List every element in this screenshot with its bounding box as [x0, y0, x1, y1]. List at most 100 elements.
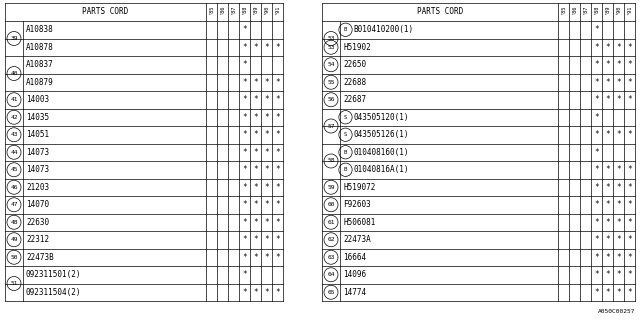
Text: A10878: A10878	[26, 43, 54, 52]
Text: *: *	[253, 235, 258, 244]
Text: *: *	[616, 43, 621, 52]
Text: *: *	[594, 288, 599, 297]
Text: *: *	[627, 95, 632, 104]
Text: *: *	[264, 218, 269, 227]
Text: *: *	[616, 130, 621, 139]
Text: 043505126(1): 043505126(1)	[354, 130, 409, 139]
Text: *: *	[627, 43, 632, 52]
Text: 65: 65	[327, 290, 335, 295]
Text: *: *	[253, 183, 258, 192]
Text: *: *	[275, 183, 280, 192]
Text: 14003: 14003	[26, 95, 49, 104]
Text: 22650: 22650	[343, 60, 366, 69]
Text: 22312: 22312	[26, 235, 49, 244]
Text: *: *	[253, 148, 258, 157]
Text: *: *	[605, 78, 610, 87]
Text: 58: 58	[327, 158, 335, 164]
Text: 010408160(1): 010408160(1)	[354, 148, 409, 157]
Text: *: *	[242, 253, 247, 262]
Text: 55: 55	[327, 80, 335, 85]
Text: 14096: 14096	[343, 270, 366, 279]
Text: *: *	[594, 43, 599, 52]
Text: *: *	[275, 95, 280, 104]
Text: *: *	[605, 60, 610, 69]
Text: 53: 53	[327, 45, 335, 50]
Text: *: *	[253, 218, 258, 227]
Text: *: *	[594, 130, 599, 139]
Text: *: *	[275, 288, 280, 297]
Text: 51: 51	[10, 281, 18, 286]
Text: '88: '88	[242, 4, 247, 14]
Text: *: *	[253, 95, 258, 104]
Text: *: *	[594, 183, 599, 192]
Text: *: *	[605, 183, 610, 192]
Text: B: B	[344, 150, 347, 155]
Text: *: *	[605, 165, 610, 174]
Text: *: *	[594, 25, 599, 34]
Text: *: *	[627, 288, 632, 297]
Text: B: B	[344, 167, 347, 172]
Text: 043505120(1): 043505120(1)	[354, 113, 409, 122]
Text: *: *	[605, 130, 610, 139]
Text: PARTS CORD: PARTS CORD	[417, 7, 463, 17]
Text: *: *	[605, 270, 610, 279]
Text: *: *	[594, 165, 599, 174]
Text: 47: 47	[10, 202, 18, 207]
Text: *: *	[275, 113, 280, 122]
Text: *: *	[242, 25, 247, 34]
Text: *: *	[594, 200, 599, 209]
Text: PARTS CORD: PARTS CORD	[83, 7, 129, 17]
Text: 50: 50	[10, 255, 18, 260]
Text: *: *	[594, 95, 599, 104]
Text: *: *	[253, 253, 258, 262]
Text: 14070: 14070	[26, 200, 49, 209]
Text: *: *	[242, 288, 247, 297]
Text: *: *	[627, 218, 632, 227]
Text: A10879: A10879	[26, 78, 54, 87]
Text: 45: 45	[10, 167, 18, 172]
Text: *: *	[275, 148, 280, 157]
Text: 40: 40	[10, 71, 18, 76]
Text: 22688: 22688	[343, 78, 366, 87]
Text: 61: 61	[327, 220, 335, 225]
Text: H51902: H51902	[343, 43, 371, 52]
Text: *: *	[275, 43, 280, 52]
Text: *: *	[605, 235, 610, 244]
Text: *: *	[594, 270, 599, 279]
Text: B010410200(1): B010410200(1)	[354, 25, 414, 34]
Text: *: *	[264, 95, 269, 104]
Text: '85: '85	[561, 4, 566, 14]
Text: 48: 48	[10, 220, 18, 225]
Text: *: *	[275, 165, 280, 174]
Text: *: *	[253, 200, 258, 209]
Text: 44: 44	[10, 150, 18, 155]
Text: *: *	[594, 60, 599, 69]
Text: 14073: 14073	[26, 165, 49, 174]
Text: *: *	[605, 200, 610, 209]
Text: F92603: F92603	[343, 200, 371, 209]
Text: 43: 43	[10, 132, 18, 137]
Text: *: *	[275, 200, 280, 209]
Text: *: *	[264, 165, 269, 174]
Text: 57: 57	[327, 124, 335, 129]
Text: *: *	[594, 148, 599, 157]
Text: 56: 56	[327, 97, 335, 102]
Text: *: *	[627, 165, 632, 174]
Text: *: *	[264, 200, 269, 209]
Text: 59: 59	[327, 185, 335, 190]
Text: *: *	[242, 113, 247, 122]
Text: 62: 62	[327, 237, 335, 242]
Text: *: *	[264, 130, 269, 139]
Text: *: *	[242, 130, 247, 139]
Text: *: *	[264, 253, 269, 262]
Text: A10837: A10837	[26, 60, 54, 69]
Text: 49: 49	[10, 237, 18, 242]
Text: 22473A: 22473A	[343, 235, 371, 244]
Text: *: *	[616, 165, 621, 174]
Text: 14035: 14035	[26, 113, 49, 122]
Text: '85: '85	[209, 4, 214, 14]
Text: *: *	[616, 288, 621, 297]
Text: *: *	[627, 253, 632, 262]
Text: *: *	[264, 288, 269, 297]
Text: 21203: 21203	[26, 183, 49, 192]
